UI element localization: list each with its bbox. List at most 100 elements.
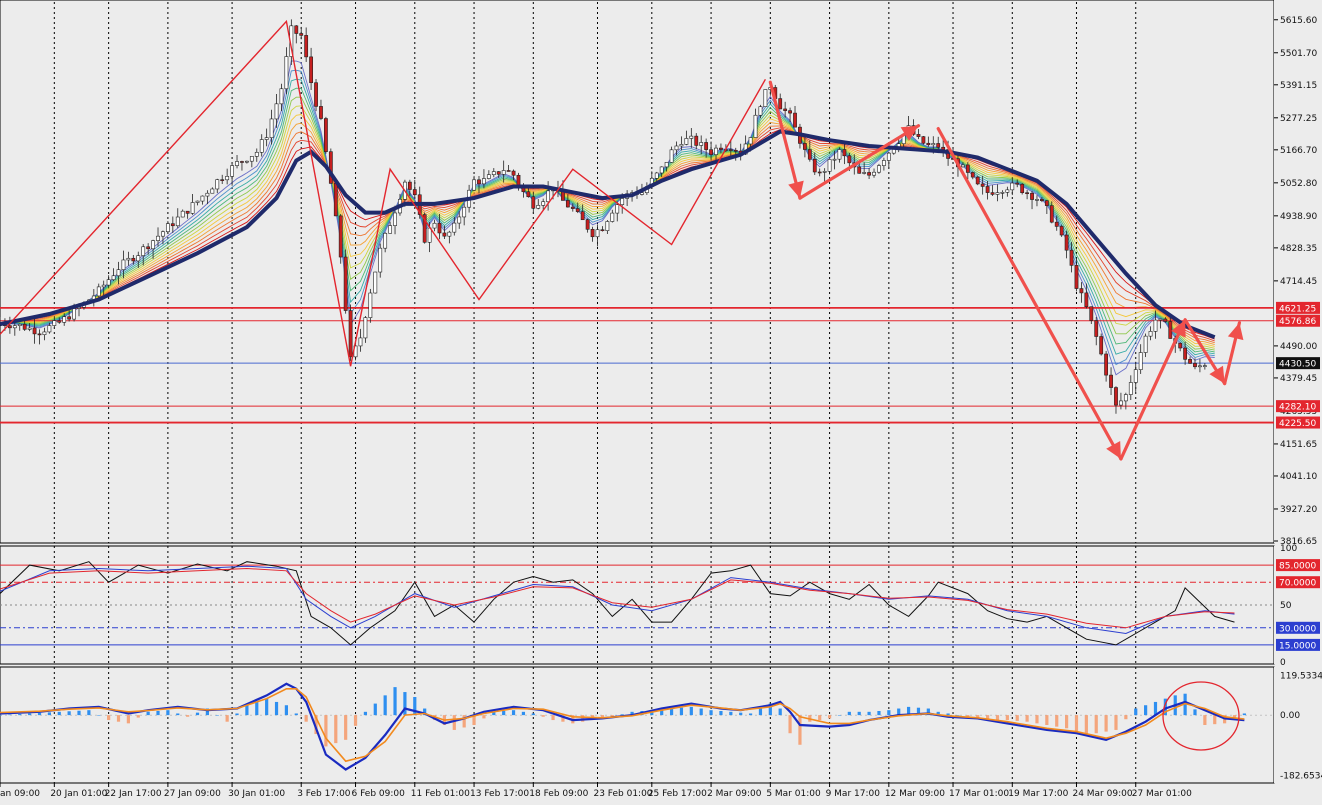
- candle-body: [832, 158, 837, 161]
- macd-histogram-bar: [719, 711, 723, 716]
- candle-body: [279, 88, 284, 105]
- macd-histogram-bar: [699, 708, 703, 716]
- forecast-arrow-shaft: [1119, 318, 1187, 461]
- candle-body: [748, 137, 753, 145]
- macd-histogram-bar: [18, 714, 22, 716]
- macd-histogram-bar: [1213, 715, 1217, 725]
- zigzag-lines: [0, 19, 767, 367]
- candle-body: [348, 310, 353, 358]
- candle-body: [1015, 182, 1020, 185]
- price-level-tag: [1276, 400, 1320, 413]
- candle-body: [719, 147, 723, 150]
- candle-body: [807, 149, 812, 160]
- candle-body: [111, 275, 116, 280]
- candle-body: [793, 112, 797, 128]
- candle-body: [995, 192, 1000, 195]
- candle-body: [1094, 320, 1099, 337]
- ma-ribbon-line: [0, 125, 1215, 344]
- candle-body: [714, 147, 718, 155]
- price-tick-label: 4714.45: [1280, 277, 1317, 287]
- macd-histogram-bar: [1015, 715, 1019, 721]
- candle-body: [294, 25, 299, 34]
- candle-body: [516, 174, 521, 186]
- candle-body: [1188, 359, 1192, 364]
- candle-body: [57, 320, 62, 323]
- candle-body: [358, 337, 363, 347]
- ma-ribbon-line: [0, 127, 1215, 342]
- macd-histogram-bar: [215, 715, 219, 716]
- macd-histogram-bar: [195, 712, 200, 716]
- candle-body: [867, 172, 871, 176]
- candle-body: [921, 136, 926, 144]
- candle-body: [1089, 306, 1094, 321]
- candle-body: [486, 174, 491, 179]
- candle-body: [338, 215, 343, 258]
- macd-histogram-bar: [77, 710, 81, 716]
- candle-body: [393, 212, 397, 226]
- osc-level-tag-label: 85.0000: [1279, 562, 1316, 572]
- price-level-tag: [1276, 301, 1320, 314]
- candle-body: [990, 192, 995, 195]
- candle-body: [185, 210, 190, 214]
- macd-histogram-bar: [877, 711, 881, 716]
- candle-body: [1133, 369, 1138, 383]
- candle-body: [269, 118, 274, 138]
- price-tick-label: 3927.20: [1280, 505, 1317, 515]
- candle-body: [146, 246, 151, 250]
- candle-body: [837, 149, 842, 160]
- candle-body: [412, 189, 417, 196]
- time-tick-label: 24 Mar 09:00: [1072, 789, 1132, 799]
- candle-body: [254, 151, 259, 157]
- candle-body: [1074, 265, 1079, 289]
- macd-histogram-bar: [1084, 715, 1088, 735]
- macd-histogram-bar: [294, 713, 298, 716]
- candle-body: [264, 137, 269, 140]
- candle-body: [1148, 331, 1153, 337]
- candle-body: [12, 325, 17, 329]
- oscillator-panel: 100 50 0 85.0000 70.0000 30.0000 15.0000: [0, 544, 1322, 668]
- macd-histogram-bar: [235, 713, 239, 716]
- candle-body: [427, 227, 432, 243]
- macd-histogram-bar: [1144, 705, 1148, 716]
- candle-body: [195, 200, 200, 203]
- candle-body: [1054, 221, 1059, 227]
- macd-histogram-bar: [768, 703, 772, 716]
- candle-body: [407, 181, 412, 190]
- macd-panel: 119.5334 0.00 -182.6534: [0, 666, 1322, 784]
- osc-level-tag: [1276, 559, 1320, 572]
- candle-body: [679, 144, 684, 147]
- macd-histogram-bar: [748, 713, 753, 716]
- osc-level-tag-label: 70.0000: [1279, 579, 1316, 589]
- price-level-tag-label: 4621.25: [1279, 304, 1316, 314]
- candle-body: [1079, 288, 1084, 294]
- candle-body: [817, 171, 822, 174]
- macd-histogram-bar: [205, 708, 209, 716]
- candle-body: [116, 269, 121, 277]
- candle-body: [1178, 342, 1183, 349]
- candle-body: [1000, 192, 1005, 194]
- time-tick-label: 9 Mar 17:00: [826, 789, 881, 799]
- candle-body: [368, 292, 373, 318]
- candle-body: [1158, 318, 1163, 321]
- macd-histogram-bar: [966, 715, 970, 717]
- candle-body: [1064, 234, 1069, 251]
- macd-histogram-bar: [452, 715, 456, 730]
- candle-body: [526, 191, 531, 198]
- candle-body: [190, 202, 195, 214]
- macd-histogram-bar: [245, 705, 249, 716]
- candle-body: [452, 222, 457, 233]
- macd-histogram-bar: [57, 711, 61, 716]
- macd-histogram-bar: [1134, 708, 1138, 716]
- macd-histogram-bar: [679, 707, 684, 716]
- macd-histogram-bar: [660, 709, 664, 716]
- candle-body: [343, 256, 348, 311]
- forecast-arrow-shaft: [936, 126, 1123, 461]
- candle-body: [783, 108, 788, 111]
- macd-histogram-bar: [373, 703, 377, 716]
- osc-level-tag: [1276, 576, 1320, 589]
- candle-body: [180, 210, 185, 218]
- candle-body: [72, 308, 76, 320]
- candle-body: [709, 149, 713, 155]
- candle-body: [37, 333, 42, 336]
